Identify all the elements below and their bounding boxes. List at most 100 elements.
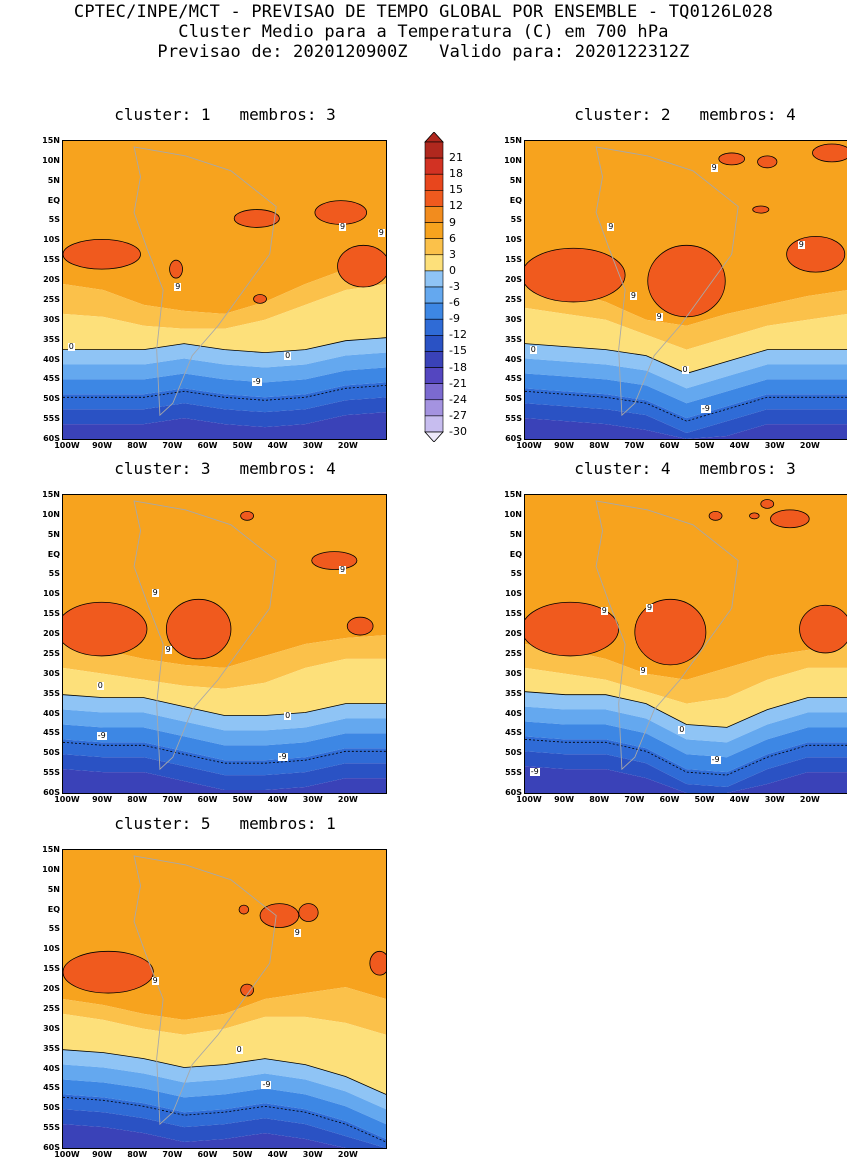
latitude-label: 30S bbox=[43, 1023, 60, 1033]
temperature-band bbox=[63, 266, 386, 329]
panel-title: cluster: 4 membros: 3 bbox=[574, 459, 796, 478]
contour-label: 0 bbox=[284, 710, 292, 720]
contour-line bbox=[525, 691, 847, 728]
longitude-label: 60W bbox=[197, 1150, 218, 1159]
warm-region bbox=[812, 143, 847, 163]
warm-region bbox=[63, 601, 148, 657]
warm-region bbox=[253, 294, 267, 304]
colorbar-label: -30 bbox=[449, 425, 467, 438]
contour-minus-9 bbox=[63, 385, 386, 401]
warm-region bbox=[169, 259, 183, 279]
latitude-label: 20S bbox=[505, 629, 522, 639]
contour-label: 9 bbox=[639, 665, 647, 675]
latitude-label: 40S bbox=[43, 354, 60, 364]
latitude-label: 45S bbox=[505, 728, 522, 738]
contour-line bbox=[63, 694, 386, 716]
header-line-1: CPTEC/INPE/MCT - PREVISAO DE TEMPO GLOBA… bbox=[73, 2, 774, 22]
latitude-label: 15S bbox=[43, 255, 60, 265]
contour-label: -9 bbox=[261, 1080, 272, 1090]
contour-label: -9 bbox=[251, 377, 262, 387]
latitude-label: 10N bbox=[42, 509, 60, 519]
contour-label: 9 bbox=[339, 564, 347, 574]
temperature-field bbox=[63, 495, 386, 793]
latitude-label: 15N bbox=[42, 845, 60, 854]
contour-label: 9 bbox=[600, 606, 608, 616]
colorbar-label: -6 bbox=[449, 296, 460, 310]
colorbar-label: -12 bbox=[449, 328, 467, 342]
longitude-label: 80W bbox=[589, 441, 610, 450]
latitude-label: 35S bbox=[43, 334, 60, 344]
latitude-label: 25S bbox=[43, 294, 60, 304]
temperature-band bbox=[63, 739, 386, 776]
longitude-label: 50W bbox=[694, 441, 715, 450]
temperature-band bbox=[525, 721, 847, 773]
contour-label: 0 bbox=[681, 365, 689, 375]
latitude-label: 10N bbox=[504, 509, 522, 519]
latitude-label: 60S bbox=[505, 788, 522, 797]
temperature-band bbox=[525, 307, 847, 374]
latitude-label: 30S bbox=[505, 314, 522, 324]
latitude-label: EQ bbox=[509, 195, 522, 205]
longitude-label: 60W bbox=[659, 441, 680, 450]
warm-region bbox=[63, 950, 154, 994]
longitude-label: 80W bbox=[127, 441, 148, 450]
latitude-label: 15S bbox=[505, 255, 522, 265]
colorbar-label: 9 bbox=[449, 215, 456, 229]
contour-label: 9 bbox=[339, 222, 347, 232]
colorbar-swatch bbox=[424, 254, 444, 272]
warm-region bbox=[259, 903, 300, 928]
longitude-label: 20W bbox=[337, 1150, 358, 1159]
contour-label: 9 bbox=[377, 228, 385, 238]
temperature-band bbox=[63, 337, 386, 368]
warm-region bbox=[770, 509, 810, 529]
colorbar-swatch bbox=[424, 222, 444, 239]
temperature-field bbox=[63, 141, 386, 439]
latitude-label: 5N bbox=[509, 175, 522, 185]
latitude-label: 20S bbox=[43, 629, 60, 639]
latitude-label: 25S bbox=[43, 1003, 60, 1013]
colorbar-swatch bbox=[424, 351, 444, 368]
latitude-label: 5N bbox=[47, 884, 60, 894]
contour-label: 9 bbox=[645, 603, 654, 613]
temperature-band bbox=[525, 418, 847, 439]
latitude-label: 45S bbox=[43, 728, 60, 738]
longitude-label: 30W bbox=[302, 1150, 323, 1159]
panel-title: cluster: 2 membros: 4 bbox=[574, 105, 796, 124]
contour-label: 0 bbox=[235, 1044, 243, 1054]
temperature-band bbox=[63, 658, 386, 716]
contour-label: 0 bbox=[67, 341, 75, 351]
temperature-band bbox=[63, 987, 386, 1035]
temperature-band bbox=[525, 667, 847, 728]
longitude-label: 20W bbox=[799, 441, 820, 450]
longitude-label: 50W bbox=[232, 1150, 253, 1159]
longitude-label: 40W bbox=[267, 441, 288, 450]
contour-label: -9 bbox=[700, 404, 711, 414]
temperature-band bbox=[525, 766, 847, 793]
colorbar-swatch bbox=[424, 335, 444, 352]
latitude-label: 5S bbox=[48, 569, 60, 579]
contour-label: 9 bbox=[151, 976, 159, 986]
temperature-band bbox=[63, 141, 386, 314]
colorbar-label: 12 bbox=[449, 199, 463, 213]
longitude-label: 40W bbox=[267, 1150, 288, 1159]
longitude-label: 30W bbox=[302, 795, 323, 804]
contour-label: 9 bbox=[629, 290, 637, 300]
longitude-label: 100W bbox=[54, 441, 80, 450]
map-panel: 15N 10N 5N EQ 5S 10S 15S 20S 25S 30S 35S 40S 45S 50S 5… bbox=[504, 137, 847, 450]
warm-region bbox=[799, 604, 847, 654]
continent-outline bbox=[133, 146, 277, 417]
colorbar-swatch bbox=[424, 157, 444, 175]
warm-region bbox=[634, 598, 707, 666]
contour-minus-9 bbox=[63, 741, 386, 764]
latitude-label: 50S bbox=[505, 748, 522, 758]
latitude-label: 25S bbox=[505, 648, 522, 658]
temperature-band bbox=[63, 709, 386, 746]
latitude-label: 5S bbox=[510, 569, 522, 579]
warm-region bbox=[369, 950, 386, 976]
temperature-band bbox=[63, 754, 386, 791]
latitude-label: 5S bbox=[48, 215, 60, 225]
latitude-label: 10S bbox=[43, 235, 60, 245]
temperature-band bbox=[525, 644, 847, 704]
temperature-band bbox=[63, 694, 386, 731]
longitude-label: 90W bbox=[92, 1150, 113, 1159]
